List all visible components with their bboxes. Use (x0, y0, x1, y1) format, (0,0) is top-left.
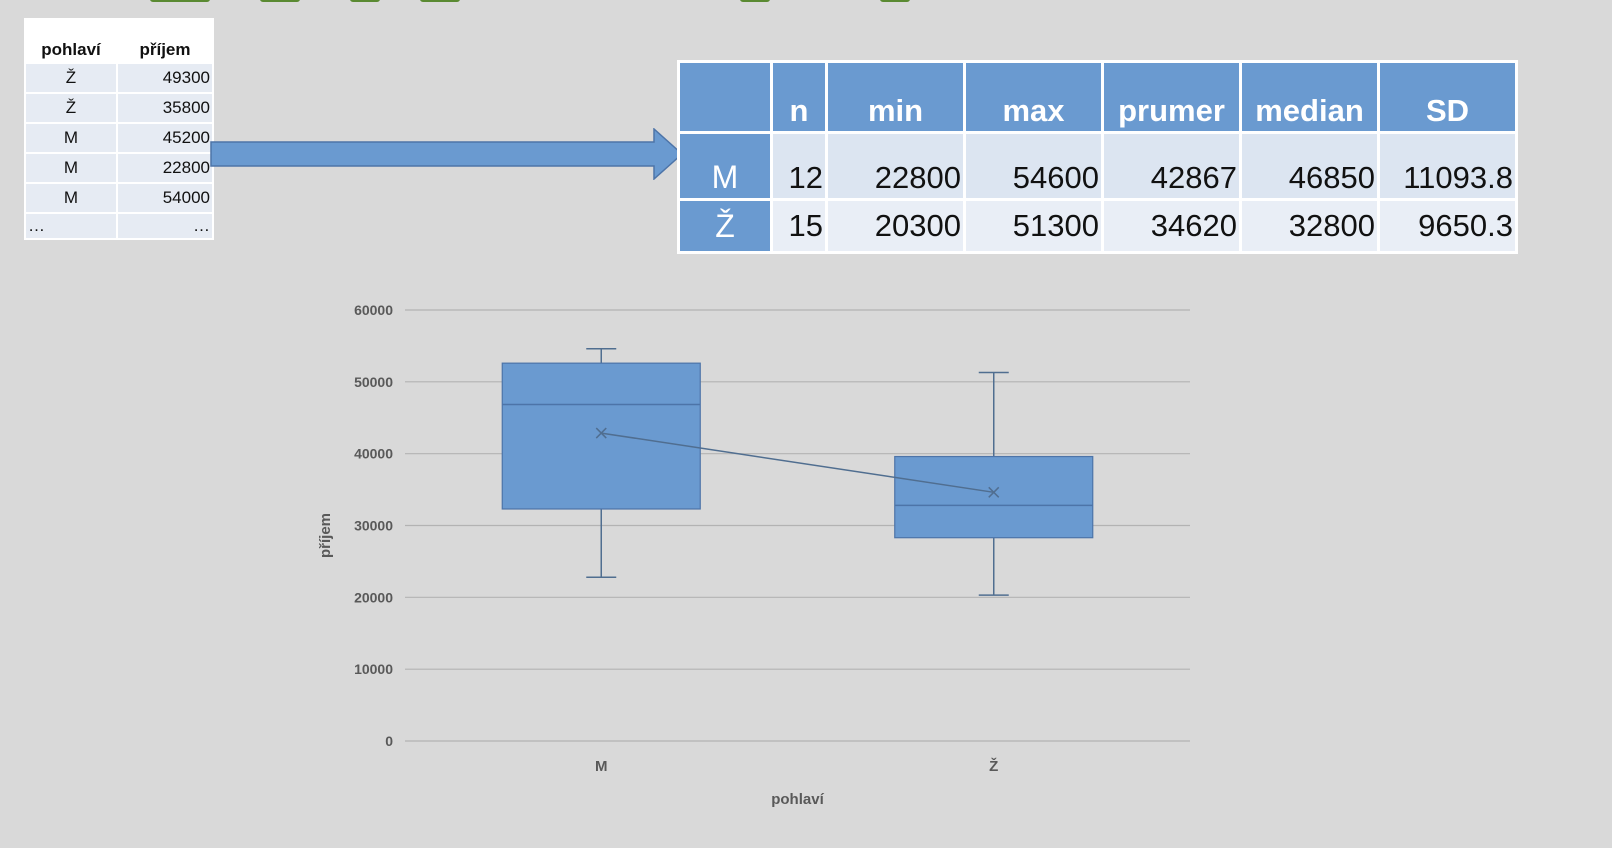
summary-header-sd: SD (1377, 60, 1518, 134)
raw-cell-income: 22800 (116, 152, 214, 184)
mean-marker (595, 427, 607, 439)
cell-median: 46850 (1239, 131, 1380, 201)
box (501, 362, 701, 510)
table-row: M 22800 (24, 152, 214, 184)
raw-cell-gender: M (24, 122, 118, 154)
summary-header-max: max (963, 60, 1104, 134)
heading-cutoff (150, 0, 920, 2)
summary-header-median: median (1239, 60, 1380, 134)
cell-prumer: 42867 (1101, 131, 1242, 201)
y-tick-label: 60000 (354, 302, 393, 318)
raw-cell-income: 45200 (116, 122, 214, 154)
x-axis-label: pohlaví (771, 791, 824, 808)
x-tick-label: Ž (989, 757, 998, 775)
cell-sd: 9650.3 (1377, 198, 1518, 254)
cell-max: 51300 (963, 198, 1104, 254)
mean-marker (988, 486, 1000, 498)
cell-n: 15 (770, 198, 828, 254)
raw-data-table: pohlaví příjem Ž 49300 Ž 35800 M 45200 M… (24, 18, 214, 240)
cell-prumer: 34620 (1101, 198, 1242, 254)
table-row: M 12 22800 54600 42867 46850 11093.8 (677, 131, 1518, 201)
cell-n: 12 (770, 131, 828, 201)
y-tick-label: 20000 (354, 589, 393, 605)
summary-table: n min max prumer median SD M 12 22800 54… (677, 60, 1518, 254)
y-tick-label: 0 (385, 733, 393, 749)
raw-cell-ellipsis: … (116, 212, 214, 240)
raw-cell-gender: M (24, 182, 118, 214)
cell-min: 22800 (825, 131, 966, 201)
raw-cell-income: 35800 (116, 92, 214, 124)
row-label-z: Ž (677, 198, 773, 254)
y-tick-label: 50000 (354, 374, 393, 390)
table-row: M 45200 (24, 122, 214, 154)
summary-header-blank (677, 60, 773, 134)
table-row: Ž 15 20300 51300 34620 32800 9650.3 (677, 198, 1518, 254)
raw-header-gender: pohlaví (24, 18, 118, 64)
boxplot-chart: 0 10000 20000 30000 40000 50000 60000 M Žpohlaví… (317, 302, 1190, 808)
summary-header-min: min (825, 60, 966, 134)
right-arrow-icon (210, 128, 684, 180)
x-tick-label: M (595, 758, 608, 775)
box (894, 455, 1094, 539)
y-tick-label: 40000 (354, 446, 393, 462)
y-tick-label: 30000 (354, 518, 393, 534)
cell-max: 54600 (963, 131, 1104, 201)
raw-cell-gender: Ž (24, 92, 118, 124)
table-row: M 54000 (24, 182, 214, 214)
cell-median: 32800 (1239, 198, 1380, 254)
row-label-m: M (677, 131, 773, 201)
y-axis-label: příjem (317, 513, 334, 558)
summary-header-n: n (770, 60, 828, 134)
table-row: Ž 49300 (24, 62, 214, 94)
y-tick-label: 10000 (354, 661, 393, 677)
mean-line (601, 432, 994, 494)
cell-min: 20300 (825, 198, 966, 254)
table-row: … … (24, 212, 214, 240)
raw-cell-gender: Ž (24, 62, 118, 94)
raw-cell-gender: M (24, 152, 118, 184)
summary-header-prumer: prumer (1101, 60, 1242, 134)
raw-cell-income: 54000 (116, 182, 214, 214)
raw-cell-ellipsis: … (24, 212, 118, 240)
table-row: Ž 35800 (24, 92, 214, 124)
cell-sd: 11093.8 (1377, 131, 1518, 201)
raw-cell-income: 49300 (116, 62, 214, 94)
raw-header-income: příjem (116, 18, 214, 64)
